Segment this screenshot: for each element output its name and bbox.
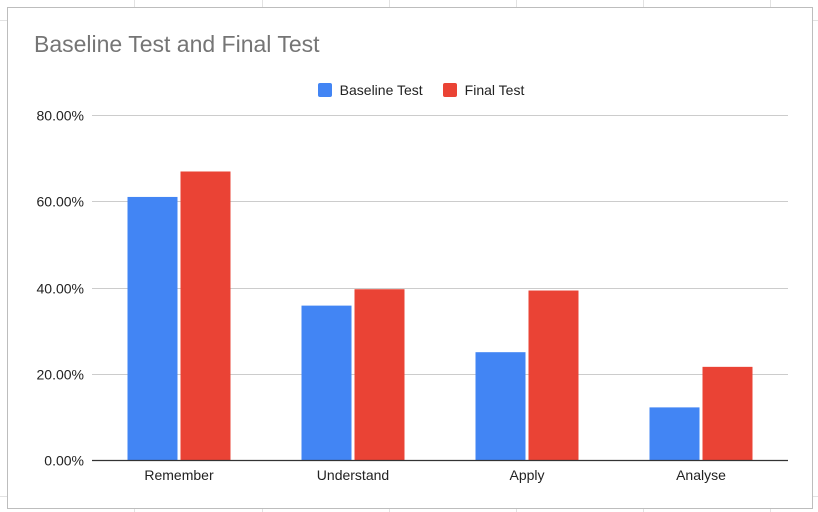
y-tick-label: 40.00% [37, 281, 84, 297]
legend-label-baseline-test: Baseline Test [339, 82, 423, 98]
legend-swatch-final-test [442, 83, 457, 97]
y-tick-label: 60.00% [37, 194, 84, 210]
chart-title: Baseline Test and Final Test [34, 31, 320, 57]
y-tick-label: 20.00% [37, 367, 84, 383]
legend-item-baseline-test: Baseline Test [317, 82, 423, 98]
y-tick-label: 80.00% [37, 108, 84, 124]
legend-item-final-test: Final Test [442, 82, 525, 98]
x-tick-label: Analyse [676, 467, 726, 483]
bar-baseline-test-remember [127, 196, 178, 460]
bar-final-test-remember [180, 171, 231, 460]
bar-baseline-test-understand [301, 305, 352, 460]
x-tick-label: Understand [317, 467, 389, 483]
y-tick-label: 0.00% [44, 453, 84, 469]
x-tick-label: Remember [144, 467, 214, 483]
chart-card: Baseline Test and Final Test Baseline Te… [7, 7, 813, 509]
plot-area: 0.00% 20.00% 40.00% 60.00% 80.00% Remember Und… [37, 108, 788, 483]
legend-label-final-test: Final Test [464, 82, 525, 98]
bar-baseline-test-apply [475, 352, 526, 460]
bar-final-test-understand [354, 289, 405, 460]
bar-baseline-test-analyse [649, 407, 700, 460]
legend-swatch-baseline-test [317, 83, 332, 97]
bar-final-test-apply [528, 290, 579, 460]
chart-legend: Baseline Test Final Test [8, 80, 814, 100]
x-tick-label: Apply [509, 467, 544, 483]
bar-final-test-analyse [702, 366, 753, 460]
